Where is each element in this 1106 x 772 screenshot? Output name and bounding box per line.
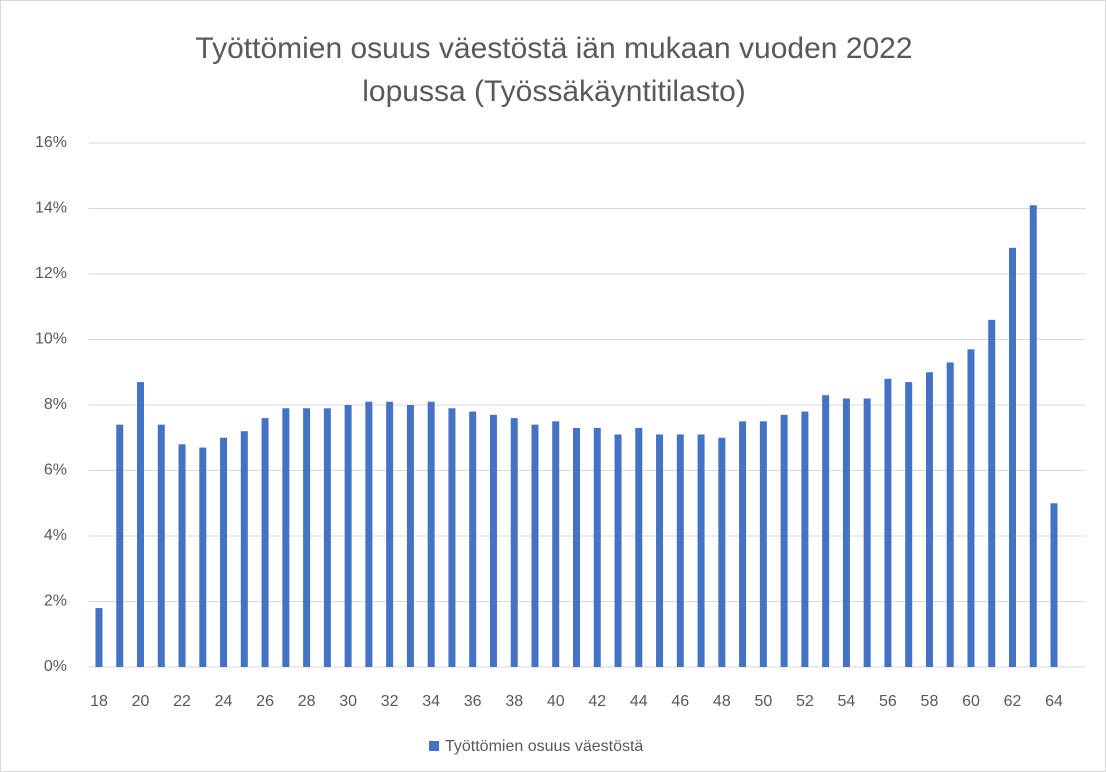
- x-tick-label: 26: [256, 693, 274, 710]
- bar: [427, 401, 435, 667]
- bar: [656, 434, 664, 667]
- bar: [406, 405, 414, 667]
- x-tick-label: 62: [1004, 693, 1022, 710]
- y-tick-label: 0%: [44, 658, 67, 675]
- bar: [635, 427, 643, 667]
- x-tick-label: 48: [713, 693, 731, 710]
- y-tick-label: 12%: [35, 265, 67, 282]
- bar: [552, 421, 560, 667]
- x-tick-label: 32: [381, 693, 399, 710]
- x-tick-label: 54: [838, 693, 856, 710]
- bar: [344, 405, 352, 667]
- bar: [697, 434, 705, 667]
- bar: [531, 424, 539, 667]
- x-tick-label: 46: [671, 693, 689, 710]
- bar: [822, 395, 830, 667]
- y-tick-label: 16%: [35, 134, 67, 151]
- bar: [510, 418, 518, 667]
- x-tick-label: 24: [215, 693, 233, 710]
- bar: [863, 398, 871, 667]
- legend-label: Työttömien osuus väestöstä: [445, 738, 643, 755]
- chart-title: Työttömien osuus väestöstä iän mukaan vu…: [195, 32, 913, 108]
- y-tick-label: 10%: [35, 331, 67, 348]
- bar: [946, 362, 954, 667]
- y-tick-label: 14%: [35, 200, 67, 217]
- x-tick-label: 58: [921, 693, 939, 710]
- x-tick-label: 60: [962, 693, 980, 710]
- y-tick-label: 2%: [44, 593, 67, 610]
- x-tick-label: 36: [464, 693, 482, 710]
- bar: [303, 408, 311, 667]
- bar: [1008, 247, 1016, 668]
- bar: [282, 408, 290, 667]
- bar: [323, 408, 331, 667]
- x-tick-label: 44: [630, 693, 648, 710]
- bar: [718, 437, 726, 667]
- bar: [739, 421, 747, 667]
- bar: [199, 447, 207, 667]
- bar: [365, 401, 373, 667]
- bar: [95, 608, 103, 667]
- bar: [220, 437, 228, 667]
- bar: [157, 424, 165, 667]
- x-tick-label: 40: [547, 693, 565, 710]
- bar: [1050, 503, 1058, 667]
- bar: [676, 434, 684, 667]
- x-tick-label: 28: [298, 693, 316, 710]
- bar: [905, 382, 913, 667]
- bar: [801, 411, 809, 667]
- bar: [240, 431, 248, 667]
- bar: [925, 372, 933, 667]
- bar: [386, 401, 394, 667]
- bar: [448, 408, 456, 667]
- x-tick-label: 50: [754, 693, 772, 710]
- legend-swatch: [429, 741, 439, 751]
- bar: [178, 444, 186, 667]
- x-tick-label: 42: [588, 693, 606, 710]
- x-tick-label: 34: [422, 693, 440, 710]
- bar: [261, 418, 269, 667]
- bar: [593, 427, 601, 667]
- bar: [780, 414, 788, 667]
- bar: [573, 427, 580, 667]
- bar: [489, 414, 497, 667]
- x-tick-label: 20: [132, 693, 150, 710]
- x-tick-label: 22: [173, 693, 191, 710]
- bar: [842, 398, 850, 667]
- x-tick-label: 38: [505, 693, 523, 710]
- y-tick-label: 4%: [44, 527, 67, 544]
- x-tick-label: 30: [339, 693, 357, 710]
- bar: [137, 382, 145, 667]
- y-tick-label: 6%: [44, 462, 67, 479]
- bar: [884, 378, 892, 667]
- bar: [967, 349, 975, 667]
- bar: [614, 434, 622, 667]
- bar: [116, 424, 124, 667]
- bar: [1029, 205, 1037, 667]
- x-tick-label: 18: [90, 693, 108, 710]
- bar: [469, 411, 477, 667]
- bar: [988, 319, 996, 667]
- x-tick-label: 52: [796, 693, 814, 710]
- x-tick-label: 64: [1045, 693, 1063, 710]
- x-tick-label: 56: [879, 693, 897, 710]
- bar: [759, 421, 767, 667]
- y-tick-label: 8%: [44, 396, 67, 413]
